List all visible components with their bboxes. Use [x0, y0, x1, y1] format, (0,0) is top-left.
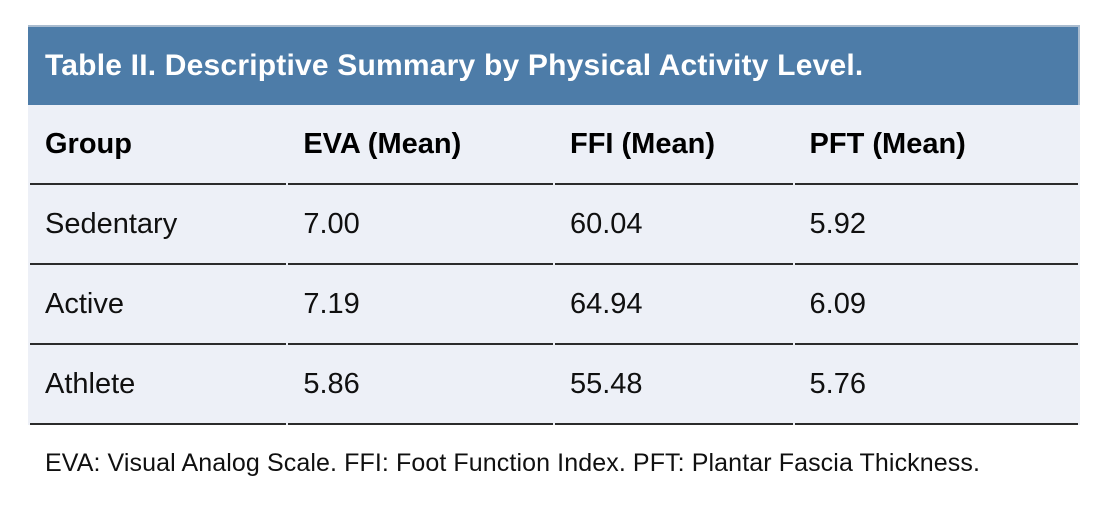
table-title-bar: Table II. Descriptive Summary by Physica…: [28, 25, 1080, 105]
table-figure: Table II. Descriptive Summary by Physica…: [28, 25, 1080, 478]
cell-ffi-mean: 64.94: [554, 265, 793, 345]
column-header-ffi-mean: FFI (Mean): [554, 105, 793, 185]
header-row: Group EVA (Mean) FFI (Mean) PFT (Mean): [30, 105, 1078, 185]
cell-group: Active: [30, 265, 287, 345]
cell-pft-mean: 5.76: [794, 345, 1078, 425]
cell-group: Athlete: [30, 345, 287, 425]
cell-eva-mean: 7.00: [288, 185, 553, 265]
table-footnote: EVA: Visual Analog Scale. FFI: Foot Func…: [28, 425, 1080, 478]
cell-pft-mean: 5.92: [794, 185, 1078, 265]
cell-group: Sedentary: [30, 185, 287, 265]
table-row: Active 7.19 64.94 6.09: [30, 265, 1078, 345]
column-header-pft-mean: PFT (Mean): [794, 105, 1078, 185]
summary-table: Group EVA (Mean) FFI (Mean) PFT (Mean) S…: [28, 105, 1080, 425]
table-title: Table II. Descriptive Summary by Physica…: [45, 49, 864, 82]
cell-ffi-mean: 55.48: [554, 345, 793, 425]
table-row: Athlete 5.86 55.48 5.76: [30, 345, 1078, 425]
cell-eva-mean: 5.86: [288, 345, 553, 425]
table-row: Sedentary 7.00 60.04 5.92: [30, 185, 1078, 265]
column-header-group: Group: [30, 105, 287, 185]
cell-eva-mean: 7.19: [288, 265, 553, 345]
cell-pft-mean: 6.09: [794, 265, 1078, 345]
cell-ffi-mean: 60.04: [554, 185, 793, 265]
column-header-eva-mean: EVA (Mean): [288, 105, 553, 185]
